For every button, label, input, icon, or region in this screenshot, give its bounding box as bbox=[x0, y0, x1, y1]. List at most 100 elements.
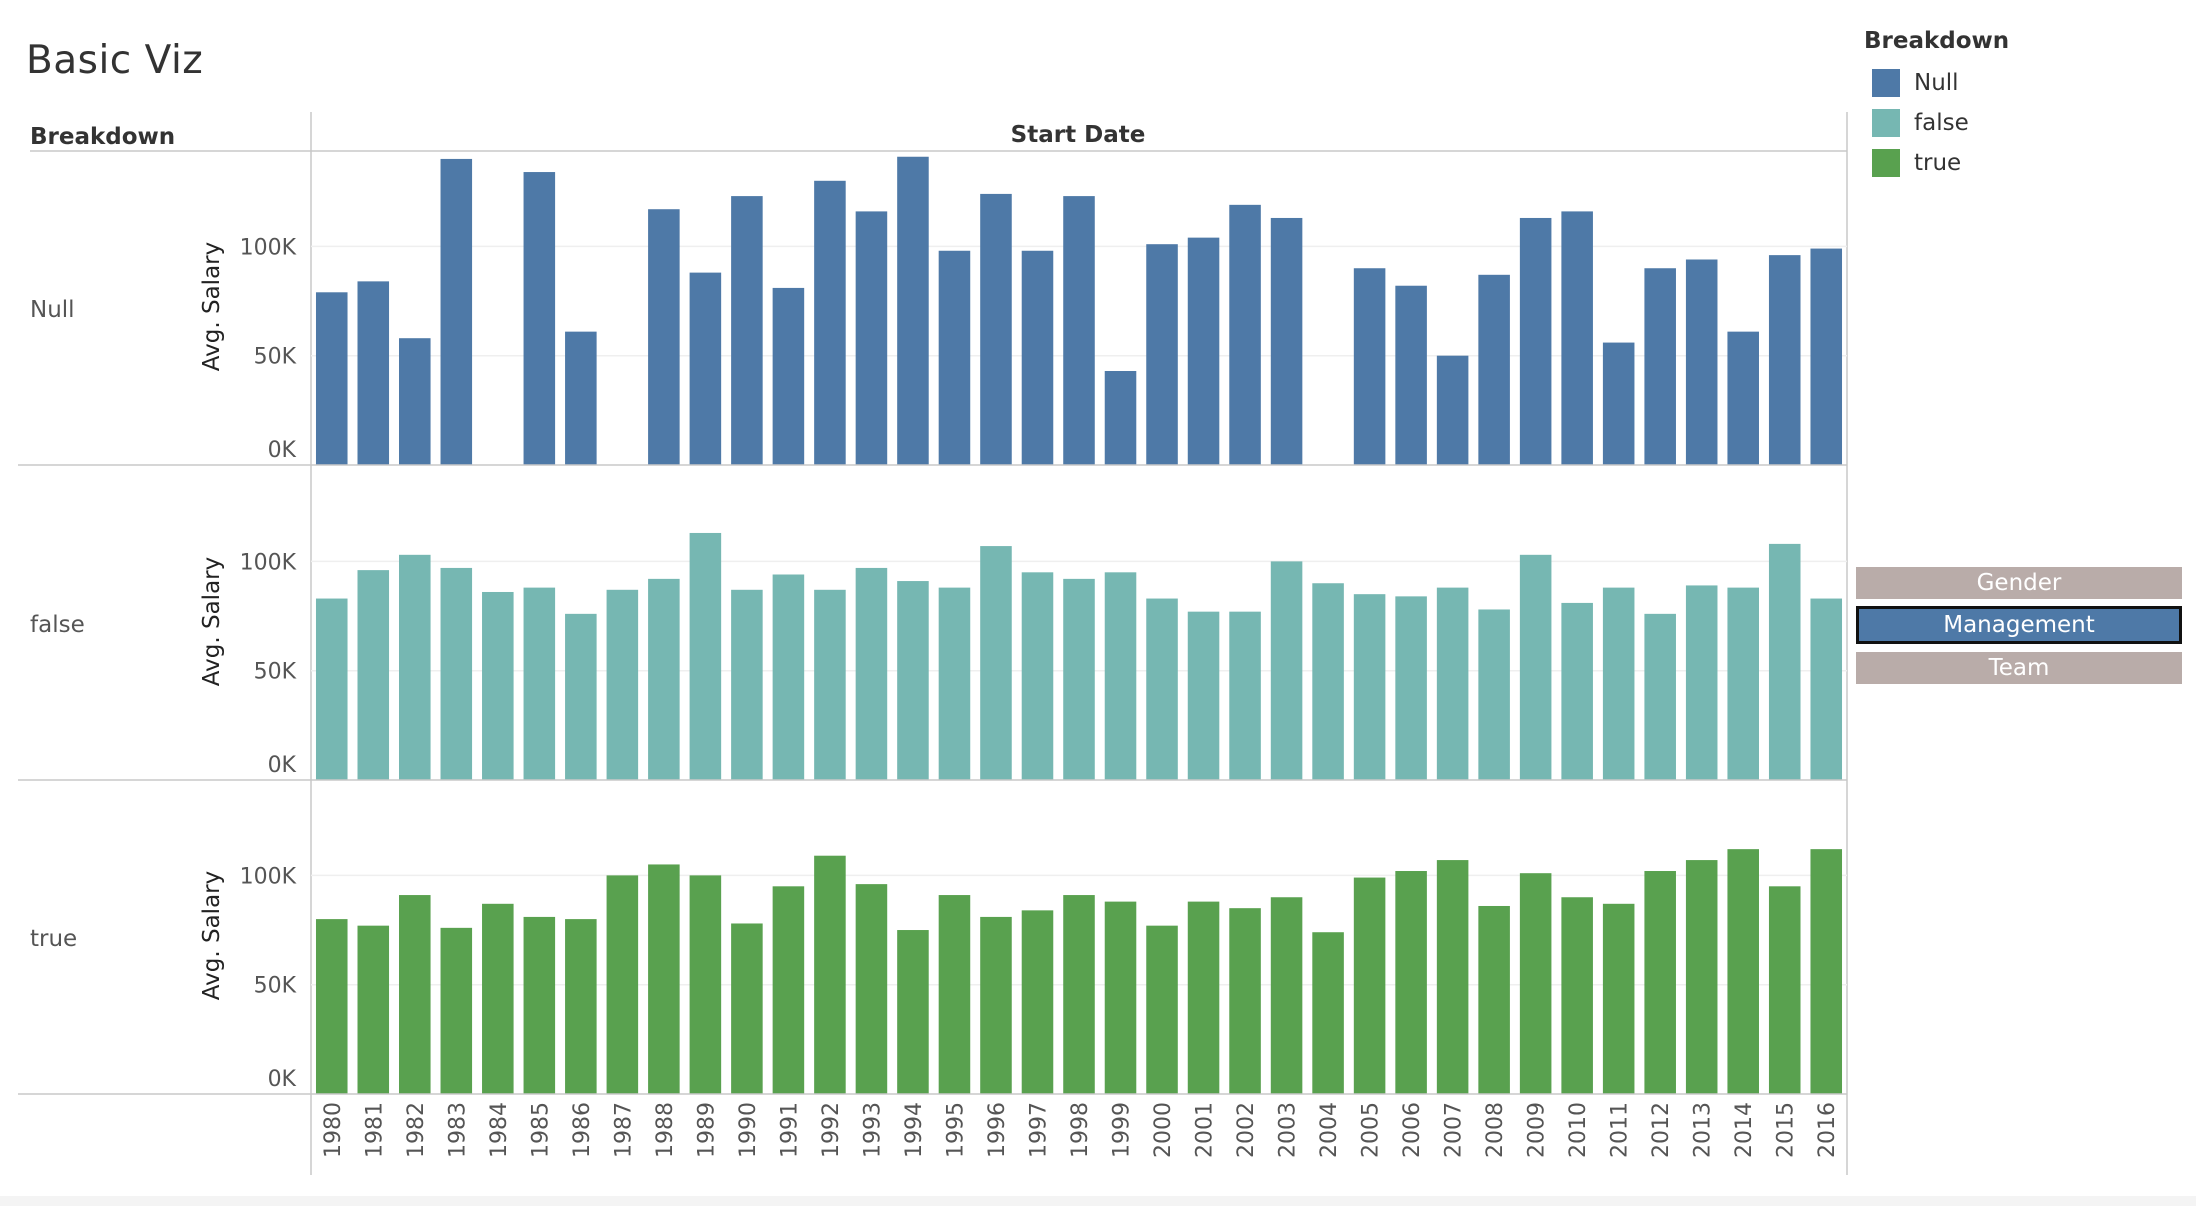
x-tick-label: 1993 bbox=[860, 1102, 885, 1158]
bar-Null-1996 bbox=[980, 193, 1012, 465]
team-toggle-button[interactable]: Team bbox=[1856, 652, 2182, 684]
legend: Breakdown Null false true bbox=[1864, 28, 2009, 183]
bar-true-1989 bbox=[689, 875, 722, 1094]
x-tick-label: 2004 bbox=[1317, 1102, 1342, 1158]
bar-true-2013 bbox=[1685, 860, 1718, 1094]
bar-false-1982 bbox=[399, 554, 431, 780]
x-tick-label: 2002 bbox=[1234, 1102, 1259, 1158]
bar-true-1988 bbox=[648, 864, 680, 1094]
x-tick-label: 1986 bbox=[570, 1102, 595, 1158]
bar-false-2015 bbox=[1768, 543, 1801, 780]
x-tick-label: 2006 bbox=[1400, 1102, 1425, 1158]
legend-label: Null bbox=[1914, 70, 1959, 96]
management-toggle-button[interactable]: Management bbox=[1856, 606, 2182, 644]
bar-false-2000 bbox=[1146, 598, 1178, 780]
bar-Null-1981 bbox=[357, 281, 390, 465]
gender-toggle-button[interactable]: Gender bbox=[1856, 567, 2182, 599]
x-tick-label: 1995 bbox=[943, 1102, 968, 1158]
bar-Null-1982 bbox=[399, 338, 431, 465]
bar-Null-2014 bbox=[1727, 331, 1759, 465]
page-title: Basic Viz bbox=[26, 38, 204, 83]
bar-Null-1983 bbox=[440, 158, 473, 465]
bar-Null-1985 bbox=[523, 172, 556, 465]
x-tick-label: 1983 bbox=[445, 1102, 470, 1158]
y-axis-title: Avg. Salary bbox=[199, 557, 225, 686]
bar-true-1993 bbox=[855, 884, 888, 1094]
bar-Null-2000 bbox=[1146, 244, 1178, 465]
bar-true-1990 bbox=[731, 923, 763, 1094]
bar-false-1981 bbox=[357, 570, 390, 780]
y-tick-label: 50K bbox=[254, 974, 297, 999]
bar-true-2007 bbox=[1436, 860, 1469, 1094]
x-tick-label: 2001 bbox=[1193, 1102, 1218, 1158]
bar-true-2014 bbox=[1727, 849, 1759, 1094]
bar-true-2004 bbox=[1312, 932, 1344, 1094]
legend-title: Breakdown bbox=[1864, 28, 2010, 54]
bar-true-1997 bbox=[1021, 910, 1054, 1094]
x-tick-label: 2000 bbox=[1151, 1102, 1176, 1158]
x-tick-label: 1994 bbox=[902, 1102, 927, 1158]
bar-true-1981 bbox=[357, 925, 390, 1094]
x-tick-label: 2005 bbox=[1359, 1102, 1384, 1158]
x-tick-label: 2011 bbox=[1608, 1102, 1633, 1158]
x-tick-label: 1982 bbox=[404, 1102, 429, 1158]
x-tick-label: 2008 bbox=[1483, 1102, 1508, 1158]
bar-false-2013 bbox=[1685, 585, 1718, 780]
bar-false-1996 bbox=[980, 546, 1012, 780]
bar-true-1996 bbox=[980, 916, 1012, 1094]
x-tick-label: 2003 bbox=[1276, 1102, 1301, 1158]
bar-true-2011 bbox=[1602, 903, 1635, 1094]
bar-false-2004 bbox=[1312, 583, 1344, 780]
bar-false-2012 bbox=[1644, 613, 1676, 780]
bar-true-1999 bbox=[1104, 901, 1137, 1094]
bar-false-2010 bbox=[1561, 602, 1593, 780]
row-label: false bbox=[30, 612, 85, 638]
bar-Null-1989 bbox=[689, 272, 722, 465]
x-tick-label: 2013 bbox=[1691, 1102, 1716, 1158]
bar-Null-2011 bbox=[1602, 342, 1635, 465]
bar-true-2016 bbox=[1810, 849, 1843, 1094]
legend-item-null[interactable]: Null bbox=[1864, 63, 2009, 103]
bar-false-1997 bbox=[1021, 572, 1054, 780]
bar-true-1995 bbox=[938, 895, 971, 1094]
bar-false-1999 bbox=[1104, 572, 1137, 780]
x-tick-label: 1991 bbox=[777, 1102, 802, 1158]
bar-Null-1999 bbox=[1104, 370, 1137, 465]
x-tick-label: 1998 bbox=[1068, 1102, 1093, 1158]
bar-true-1986 bbox=[565, 919, 597, 1094]
bar-Null-2007 bbox=[1436, 355, 1469, 465]
row-header-label: Breakdown bbox=[30, 124, 175, 150]
bar-true-2008 bbox=[1478, 905, 1510, 1094]
y-tick-label: 0K bbox=[268, 1067, 297, 1092]
bar-Null-2009 bbox=[1519, 217, 1552, 465]
bar-true-2002 bbox=[1229, 908, 1261, 1094]
legend-item-false[interactable]: false bbox=[1864, 103, 2009, 143]
x-tick-label: 2015 bbox=[1774, 1102, 1799, 1158]
x-tick-label: 1981 bbox=[362, 1102, 387, 1158]
x-tick-label: 1985 bbox=[528, 1102, 553, 1158]
bar-false-1993 bbox=[855, 567, 888, 780]
bar-false-2007 bbox=[1436, 587, 1469, 780]
bar-false-2001 bbox=[1187, 611, 1220, 780]
x-tick-label: 1989 bbox=[694, 1102, 719, 1158]
bar-true-2005 bbox=[1353, 877, 1386, 1094]
bar-false-1994 bbox=[897, 581, 929, 780]
bar-true-2003 bbox=[1270, 897, 1303, 1094]
bar-true-2015 bbox=[1768, 886, 1801, 1094]
bar-Null-2002 bbox=[1229, 204, 1261, 466]
legend-item-true[interactable]: true bbox=[1864, 143, 2009, 183]
bar-true-2001 bbox=[1187, 901, 1220, 1094]
bar-false-1986 bbox=[565, 613, 597, 780]
bar-Null-1997 bbox=[1021, 250, 1054, 465]
x-tick-label: 1987 bbox=[611, 1102, 636, 1158]
bar-true-1980 bbox=[315, 919, 348, 1094]
x-tick-label: 1999 bbox=[1110, 1102, 1135, 1158]
y-axis-title: Avg. Salary bbox=[199, 871, 225, 1000]
bar-false-2003 bbox=[1270, 561, 1303, 780]
x-tick-label: 1992 bbox=[819, 1102, 844, 1158]
bar-Null-1990 bbox=[731, 196, 763, 465]
bar-Null-2010 bbox=[1561, 211, 1593, 465]
bar-false-1991 bbox=[772, 574, 805, 780]
